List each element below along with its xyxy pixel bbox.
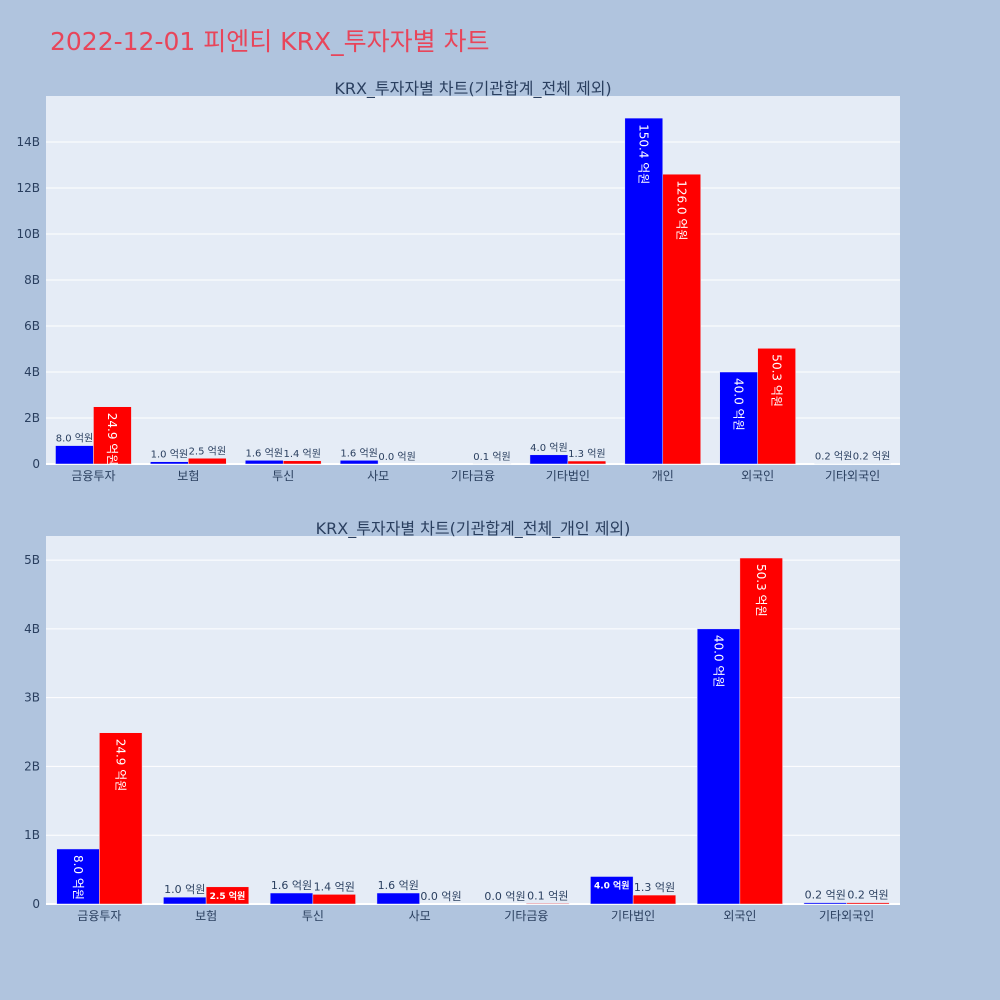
- data-label: 40.0 억원: [731, 378, 745, 431]
- x-tick-label: 외국인: [741, 469, 774, 483]
- bar: [205, 886, 250, 905]
- bar: [526, 903, 570, 905]
- data-label: 1.4 억원: [283, 448, 320, 460]
- bar: [757, 348, 796, 465]
- data-label: 1.0 억원: [151, 449, 188, 461]
- y-tick-label: 0: [32, 897, 40, 911]
- bar: [376, 892, 420, 905]
- chart-2: 0 1B 2B 3B 4B 5B KRX_투자자별 차트(기관합계_전체_개인 제외) 금융투…: [24, 519, 900, 923]
- bar: [188, 458, 227, 465]
- chart-title: KRX_투자자별 차트(기관합계_전체 제외): [334, 79, 611, 99]
- y-tick-label: 6B: [24, 319, 40, 333]
- x-tick-label: 보험: [195, 909, 217, 923]
- y-tick-label: 4B: [24, 365, 40, 379]
- bar: [590, 876, 634, 905]
- bar: [662, 173, 701, 465]
- bar: [150, 461, 189, 465]
- bar: [245, 460, 284, 465]
- bar: [803, 902, 847, 905]
- y-tick-label: 14B: [16, 135, 40, 149]
- data-label: 50.3 억원: [754, 564, 768, 617]
- x-tick-label: 기타금융: [451, 469, 495, 483]
- bar: [56, 848, 100, 905]
- data-label: 2.5 억원: [189, 445, 226, 457]
- data-label: 150.4 억원: [637, 124, 651, 184]
- y-tick-label: 1B: [24, 828, 40, 842]
- bar: [282, 460, 322, 465]
- data-label: 0.0 억원: [484, 890, 525, 903]
- page-title: 2022-12-01 피엔티 KRX_투자자별 차트: [50, 27, 490, 56]
- bar: [567, 460, 607, 465]
- bar: [99, 732, 143, 905]
- x-tick-label: 기타법인: [611, 909, 655, 923]
- data-label: 0.0 억원: [420, 890, 461, 903]
- bar: [529, 454, 569, 465]
- chart-1: 0 2B 4B 6B 8B 10B 12B 14B KRX_투자자별 차트(기관합계_전체 제외…: [16, 79, 900, 483]
- data-label: 24.9 억원: [114, 739, 128, 792]
- bar: [739, 557, 783, 905]
- data-label: 1.6 억원: [340, 447, 377, 459]
- data-label: 0.2 억원: [815, 451, 852, 463]
- data-label: 0.0 억원: [378, 451, 415, 463]
- bar: [269, 892, 314, 905]
- x-tick-label: 기타외국인: [819, 909, 874, 923]
- y-tick-label: 3B: [24, 691, 40, 705]
- x-tick-label: 기타금융: [504, 909, 548, 923]
- x-tick-label: 기타외국인: [825, 469, 880, 483]
- bar: [312, 894, 356, 905]
- data-label: 50.3 억원: [769, 354, 783, 407]
- bar: [93, 406, 132, 465]
- data-label: 8.0 억원: [71, 855, 85, 900]
- x-tick-label: 금융투자: [77, 909, 121, 923]
- data-label: 0.1 억원: [473, 451, 510, 463]
- data-label: 1.6 억원: [271, 879, 312, 892]
- chart-title: KRX_투자자별 차트(기관합계_전체_개인 제외): [316, 519, 631, 539]
- x-tick-label: 투신: [302, 909, 324, 923]
- data-label: 0.2 억원: [805, 889, 846, 902]
- data-label: 4.0 억원: [530, 442, 567, 454]
- bar: [696, 628, 741, 905]
- data-label: 4.0 억원: [594, 879, 630, 891]
- data-label: 1.3 억원: [634, 881, 675, 894]
- x-tick-label: 사모: [409, 909, 431, 923]
- data-label: 0.1 억원: [527, 889, 568, 902]
- data-label: 1.0 억원: [164, 883, 205, 896]
- data-label: 1.6 억원: [378, 879, 419, 892]
- y-tick-label: 2B: [24, 411, 40, 425]
- bar: [55, 445, 94, 465]
- y-tick-label: 4B: [24, 622, 40, 636]
- x-tick-label: 개인: [652, 469, 674, 483]
- x-tick-label: 금융투자: [71, 469, 115, 483]
- y-tick-label: 0: [32, 457, 40, 471]
- x-tick-label: 투신: [272, 469, 294, 483]
- bar: [632, 894, 677, 905]
- x-tick-label: 외국인: [723, 909, 756, 923]
- x-tick-label: 사모: [367, 469, 389, 483]
- data-label: 1.3 억원: [568, 448, 605, 460]
- data-label: 0.2 억원: [847, 889, 888, 902]
- bar: [163, 896, 207, 905]
- data-label: 2.5 억원: [210, 890, 246, 902]
- x-tick-label: 보험: [177, 469, 199, 483]
- x-tick-label: 기타법인: [546, 469, 590, 483]
- data-label: 1.4 억원: [314, 880, 355, 893]
- data-label: 24.9 억원: [105, 413, 119, 466]
- data-label: 1.6 억원: [246, 447, 283, 459]
- bar: [339, 460, 379, 465]
- data-label: 0.2 억원: [853, 451, 890, 463]
- y-tick-label: 5B: [24, 553, 40, 567]
- y-tick-label: 12B: [16, 181, 40, 195]
- y-tick-label: 2B: [24, 759, 40, 773]
- data-label: 8.0 억원: [56, 433, 93, 445]
- data-label: 126.0 억원: [675, 180, 689, 240]
- bar: [846, 902, 890, 905]
- data-label: 40.0 억원: [711, 635, 725, 688]
- y-tick-label: 10B: [16, 227, 40, 241]
- y-tick-label: 8B: [24, 273, 40, 287]
